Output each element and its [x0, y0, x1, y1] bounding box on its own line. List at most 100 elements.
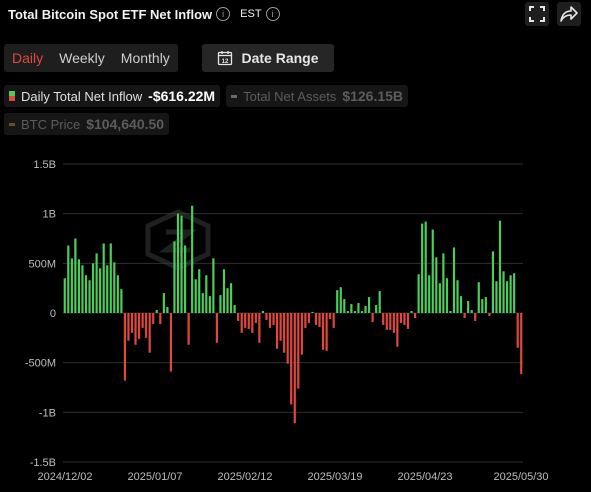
inflow-bar[interactable] — [311, 312, 314, 313]
inflow-bar[interactable] — [364, 306, 367, 313]
inflow-bar[interactable] — [251, 313, 254, 333]
inflow-bar[interactable] — [336, 290, 339, 313]
inflow-bar[interactable] — [357, 303, 360, 313]
inflow-bar[interactable] — [258, 313, 261, 343]
inflow-bar[interactable] — [180, 215, 183, 313]
inflow-bar[interactable] — [275, 313, 279, 349]
inflow-bar[interactable] — [141, 313, 144, 328]
inflow-bar[interactable] — [244, 313, 247, 328]
inflow-bar[interactable] — [159, 313, 162, 324]
inflow-bar[interactable] — [371, 313, 374, 322]
inflow-bar[interactable] — [81, 265, 84, 313]
inflow-bar[interactable] — [474, 313, 477, 321]
inflow-bar[interactable] — [318, 313, 321, 327]
inflow-bar[interactable] — [272, 313, 275, 325]
inflow-bar[interactable] — [509, 275, 512, 313]
inflow-bar[interactable] — [222, 269, 226, 313]
inflow-bar[interactable] — [307, 313, 311, 323]
inflow-bar[interactable] — [237, 313, 240, 321]
inflow-bar[interactable] — [265, 313, 268, 320]
inflow-bar[interactable] — [198, 269, 201, 313]
inflow-bar[interactable] — [396, 313, 399, 347]
inflow-bar[interactable] — [109, 243, 112, 313]
inflow-bar[interactable] — [173, 241, 176, 313]
inflow-bar[interactable] — [201, 293, 204, 313]
inflow-bar[interactable] — [389, 313, 392, 330]
inflow-bar[interactable] — [428, 275, 431, 313]
inflow-bar[interactable] — [431, 229, 434, 313]
share-button[interactable] — [557, 2, 581, 26]
inflow-bar[interactable] — [459, 296, 463, 313]
inflow-bar[interactable] — [367, 297, 371, 313]
inflow-bar[interactable] — [399, 313, 403, 323]
inflow-bar[interactable] — [63, 278, 66, 313]
inflow-bar[interactable] — [332, 313, 335, 328]
inflow-bar[interactable] — [95, 253, 98, 313]
inflow-bar[interactable] — [152, 313, 155, 324]
inflow-bar[interactable] — [484, 297, 487, 313]
inflow-bar[interactable] — [378, 291, 381, 313]
legend-daily-net-inflow[interactable]: Daily Total Net Inflow -$616.22M — [4, 85, 221, 107]
inflow-bar[interactable] — [346, 311, 349, 313]
inflow-bar[interactable] — [254, 313, 257, 323]
inflow-bar[interactable] — [169, 313, 173, 372]
inflow-bar[interactable] — [120, 289, 123, 313]
inflow-bar[interactable] — [229, 283, 233, 313]
inflow-bar[interactable] — [247, 313, 250, 329]
inflow-bar[interactable] — [442, 253, 445, 313]
inflow-bar[interactable] — [233, 305, 236, 313]
inflow-bar[interactable] — [279, 313, 282, 341]
inflow-bar[interactable] — [516, 313, 519, 348]
inflow-bar[interactable] — [406, 313, 410, 329]
inflow-bar[interactable] — [261, 311, 265, 313]
inflow-bar[interactable] — [385, 313, 388, 330]
inflow-bar[interactable] — [520, 313, 523, 375]
inflow-bar[interactable] — [360, 311, 364, 313]
inflow-bar[interactable] — [314, 313, 318, 325]
inflow-bar[interactable] — [491, 251, 495, 313]
inflow-bar[interactable] — [470, 310, 473, 313]
inflow-bar[interactable] — [123, 313, 127, 381]
inflow-bar[interactable] — [176, 213, 180, 313]
date-range-button[interactable]: 12 Date Range — [202, 44, 334, 72]
inflow-bar[interactable] — [70, 258, 73, 313]
inflow-bar[interactable] — [329, 313, 332, 319]
inflow-bar[interactable] — [205, 275, 208, 313]
inflow-bar[interactable] — [392, 313, 395, 333]
inflow-bar[interactable] — [498, 220, 502, 313]
inflow-bar[interactable] — [88, 280, 91, 313]
inflow-bar[interactable] — [339, 287, 342, 313]
inflow-bar[interactable] — [183, 245, 187, 313]
inflow-bar[interactable] — [208, 296, 211, 313]
inflow-bar[interactable] — [353, 311, 357, 313]
inflow-bar[interactable] — [226, 288, 229, 313]
inflow-bar[interactable] — [240, 313, 243, 333]
inflow-bar[interactable] — [456, 280, 459, 313]
inflow-bar[interactable] — [513, 273, 516, 313]
inflow-bar[interactable] — [162, 293, 165, 313]
inflow-bar[interactable] — [467, 301, 470, 313]
title-info-icon[interactable]: i — [216, 7, 231, 21]
inflow-bar[interactable] — [113, 262, 116, 313]
inflow-bar[interactable] — [445, 278, 449, 313]
period-daily-button[interactable]: Daily — [12, 50, 44, 66]
timezone-info-icon[interactable]: i — [265, 7, 280, 21]
inflow-bar[interactable] — [194, 279, 197, 313]
inflow-bar[interactable] — [145, 313, 148, 338]
inflow-bar[interactable] — [91, 263, 95, 313]
inflow-bar[interactable] — [403, 313, 406, 325]
inflow-bar[interactable] — [488, 313, 491, 316]
inflow-bar[interactable] — [350, 304, 353, 313]
inflow-bar[interactable] — [283, 313, 286, 353]
inflow-bar[interactable] — [449, 311, 452, 313]
period-weekly-button[interactable]: Weekly — [59, 50, 105, 66]
inflow-bar[interactable] — [166, 307, 169, 313]
inflow-bar[interactable] — [435, 257, 438, 313]
inflow-bar[interactable] — [215, 313, 219, 343]
inflow-bar[interactable] — [286, 313, 289, 364]
inflow-bar[interactable] — [410, 311, 413, 313]
inflow-bar[interactable] — [187, 313, 190, 345]
inflow-bar[interactable] — [300, 313, 303, 355]
inflow-bar[interactable] — [99, 268, 102, 313]
inflow-bar[interactable] — [137, 313, 141, 339]
